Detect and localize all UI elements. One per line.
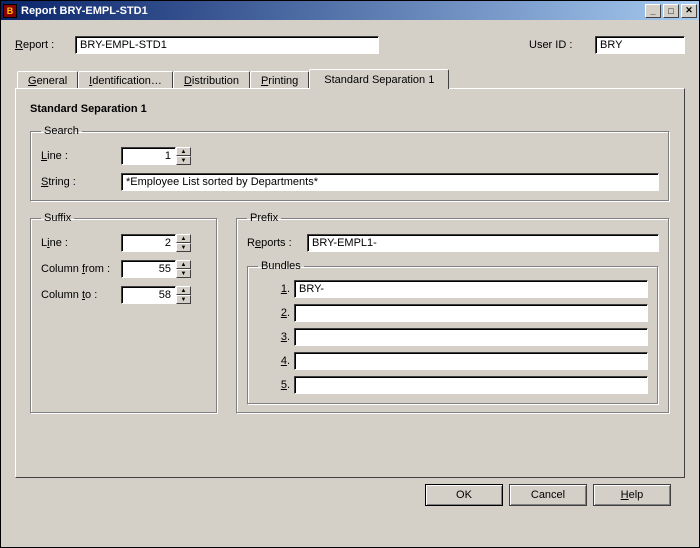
- bundle-3-field[interactable]: [294, 328, 648, 346]
- ok-button[interactable]: OK: [425, 484, 503, 506]
- bundle-3-input[interactable]: [299, 331, 643, 343]
- spin-down-icon[interactable]: ▼: [176, 156, 191, 165]
- content-area: Report : User ID : General Identificatio…: [1, 20, 699, 547]
- spin-up-icon[interactable]: ▲: [176, 147, 191, 156]
- suffix-line-spinner[interactable]: ▲ ▼: [121, 234, 191, 252]
- tab-standard-separation[interactable]: Standard Separation 1: [309, 69, 449, 89]
- spin-up-icon[interactable]: ▲: [176, 286, 191, 295]
- tab-identification[interactable]: Identification…: [78, 71, 173, 89]
- userid-input[interactable]: [600, 39, 680, 51]
- cancel-button[interactable]: Cancel: [509, 484, 587, 506]
- prefix-legend: Prefix: [247, 212, 281, 224]
- userid-field[interactable]: [595, 36, 685, 54]
- search-string-field[interactable]: [121, 173, 659, 191]
- spin-down-icon[interactable]: ▼: [176, 243, 191, 252]
- tab-strip: General Identification… Distribution Pri…: [15, 68, 685, 88]
- bundle-5-field[interactable]: [294, 376, 648, 394]
- bundle-3-label: 3.: [258, 331, 294, 343]
- prefix-reports-field[interactable]: [307, 234, 659, 252]
- bundle-1-input[interactable]: [299, 283, 643, 295]
- suffix-colfrom-spinner[interactable]: ▲ ▼: [121, 260, 191, 278]
- suffix-colto-spinner[interactable]: ▲ ▼: [121, 286, 191, 304]
- search-string-label: String :: [41, 176, 121, 188]
- bundle-5-label: 5.: [258, 379, 294, 391]
- help-button[interactable]: Help: [593, 484, 671, 506]
- suffix-group: Suffix Line : ▲ ▼ Column from :: [30, 212, 218, 414]
- suffix-colfrom-label: Column from :: [41, 263, 121, 275]
- app-icon: [3, 4, 17, 18]
- maximize-button[interactable]: □: [663, 4, 679, 18]
- window-title: Report BRY-EMPL-STD1: [21, 5, 643, 17]
- bundle-1-field[interactable]: [294, 280, 648, 298]
- suffix-colfrom-input[interactable]: [126, 263, 171, 275]
- search-line-label: Line :: [41, 150, 121, 162]
- bundles-group: Bundles 1. 2. 3.: [247, 260, 659, 405]
- search-line-input[interactable]: [126, 150, 171, 162]
- bundle-4-label: 4.: [258, 355, 294, 367]
- report-field[interactable]: [75, 36, 379, 54]
- bundle-2-field[interactable]: [294, 304, 648, 322]
- prefix-reports-label: Reports :: [247, 237, 307, 249]
- bundle-4-field[interactable]: [294, 352, 648, 370]
- suffix-line-label: Line :: [41, 237, 121, 249]
- bundle-2-label: 2.: [258, 307, 294, 319]
- bundle-2-input[interactable]: [299, 307, 643, 319]
- tab-general[interactable]: General: [17, 71, 78, 89]
- spin-down-icon[interactable]: ▼: [176, 295, 191, 304]
- report-input[interactable]: [80, 39, 374, 51]
- spin-up-icon[interactable]: ▲: [176, 260, 191, 269]
- close-button[interactable]: ✕: [681, 4, 697, 18]
- tab-printing[interactable]: Printing: [250, 71, 309, 89]
- tab-panel: Standard Separation 1 Search Line : ▲ ▼ …: [15, 88, 685, 478]
- bundle-1-label: 1.: [258, 283, 294, 295]
- panel-title: Standard Separation 1: [30, 103, 670, 115]
- search-line-spinner[interactable]: ▲ ▼: [121, 147, 191, 165]
- button-bar: OK Cancel Help: [15, 478, 685, 508]
- tab-distribution[interactable]: Distribution: [173, 71, 250, 89]
- spin-down-icon[interactable]: ▼: [176, 269, 191, 278]
- window: Report BRY-EMPL-STD1 _ □ ✕ Report : User…: [0, 0, 700, 548]
- suffix-legend: Suffix: [41, 212, 74, 224]
- suffix-line-input[interactable]: [126, 237, 171, 249]
- bundles-legend: Bundles: [258, 260, 304, 272]
- suffix-colto-label: Column to :: [41, 289, 121, 301]
- prefix-reports-input[interactable]: [312, 237, 654, 249]
- titlebar: Report BRY-EMPL-STD1 _ □ ✕: [1, 1, 699, 20]
- bundle-5-input[interactable]: [299, 379, 643, 391]
- suffix-colto-input[interactable]: [126, 289, 171, 301]
- bundle-4-input[interactable]: [299, 355, 643, 367]
- prefix-group: Prefix Reports : Bundles 1.: [236, 212, 670, 414]
- search-string-input[interactable]: [126, 176, 654, 188]
- search-group: Search Line : ▲ ▼ String :: [30, 125, 670, 202]
- userid-label: User ID :: [529, 39, 589, 51]
- minimize-button[interactable]: _: [645, 4, 661, 18]
- spin-up-icon[interactable]: ▲: [176, 234, 191, 243]
- search-legend: Search: [41, 125, 82, 137]
- report-label: Report :: [15, 39, 69, 51]
